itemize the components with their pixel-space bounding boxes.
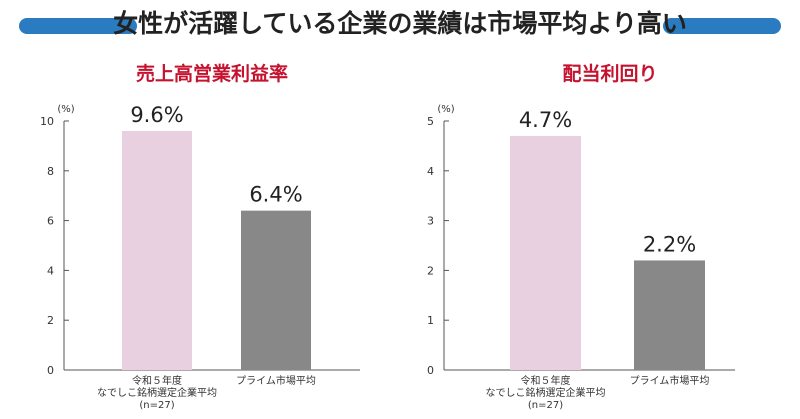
- bar: [241, 210, 311, 370]
- chart-title: 売上高営業利益率: [136, 62, 288, 85]
- y-axis-unit: (%): [437, 104, 454, 115]
- bar-value-label: 4.7%: [519, 108, 572, 132]
- y-tick-label: 4: [427, 165, 434, 178]
- y-tick-label: 0: [427, 364, 434, 377]
- y-tick-label: 2: [47, 314, 54, 327]
- category-label: 令和５年度: [521, 374, 571, 387]
- y-tick-label: 0: [47, 364, 54, 377]
- category-label: なでしこ銘柄選定企業平均: [486, 386, 606, 399]
- left-accent-bar: [19, 18, 137, 34]
- y-tick-label: 4: [47, 264, 54, 277]
- category-label: (n=27): [139, 400, 174, 411]
- right-accent-bar: [663, 18, 781, 34]
- bar-value-label: 9.6%: [130, 103, 183, 127]
- category-label: 令和５年度: [132, 374, 182, 387]
- category-label: プライム市場平均: [236, 374, 316, 387]
- y-tick-label: 10: [40, 115, 54, 128]
- y-tick-label: 6: [47, 215, 54, 228]
- category-label: (n=27): [528, 400, 563, 411]
- bar: [510, 135, 581, 370]
- category-label: なでしこ銘柄選定企業平均: [97, 386, 217, 399]
- main-title: 女性が活躍している企業の業績は市場平均より高い: [113, 9, 687, 38]
- y-tick-label: 3: [427, 215, 434, 228]
- bar-value-label: 6.4%: [249, 183, 302, 207]
- y-axis-unit: (%): [57, 104, 74, 115]
- chart-title: 配当利回り: [562, 62, 657, 85]
- y-tick-label: 5: [427, 115, 434, 128]
- y-tick-label: 1: [427, 314, 434, 327]
- bar: [122, 130, 192, 370]
- y-tick-label: 2: [427, 264, 434, 277]
- category-label: プライム市場平均: [630, 374, 710, 387]
- bar-value-label: 2.2%: [643, 232, 696, 256]
- bar: [634, 260, 705, 370]
- y-tick-label: 8: [47, 165, 54, 178]
